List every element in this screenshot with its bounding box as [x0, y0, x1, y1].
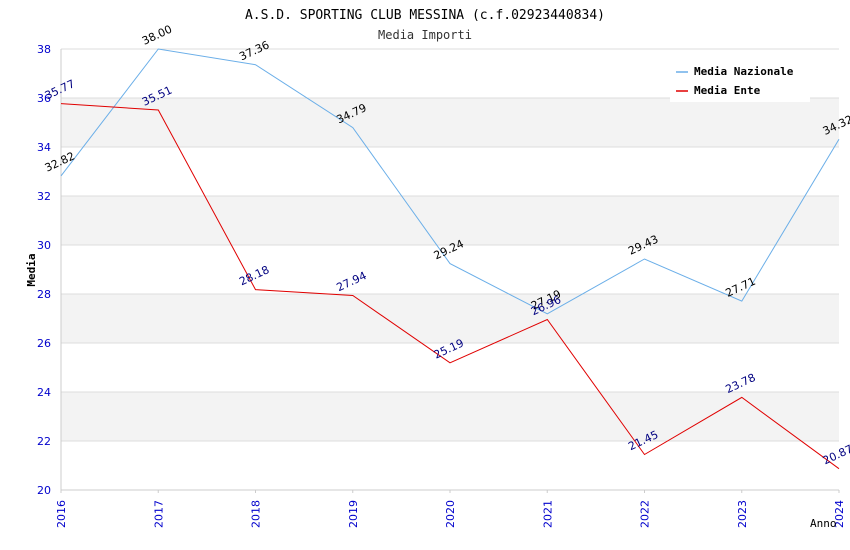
y-tick-label: 34	[37, 141, 51, 154]
x-tick-label: 2023	[736, 500, 749, 528]
legend: Media Nazionale Media Ente	[670, 60, 810, 102]
axes	[60, 49, 840, 493]
x-tick-labels: 2016 2017 2018 2019 2020 2021 2022 2023 2024	[55, 500, 846, 528]
data-label: 38.00	[140, 23, 174, 48]
y-tick-label: 36	[37, 92, 51, 105]
grid-lines	[61, 48, 839, 491]
plot-band	[61, 98, 839, 147]
plot-band	[61, 392, 839, 441]
y-axis-label: Media	[25, 253, 38, 286]
x-tick-label: 2020	[444, 500, 457, 528]
chart-subtitle: Media Importi	[378, 28, 472, 42]
x-tick-label: 2024	[833, 500, 846, 528]
x-tick-label: 2016	[55, 500, 68, 528]
series-line-media-nazionale	[60, 48, 840, 315]
plot-bands	[61, 98, 839, 441]
y-tick-label: 26	[37, 337, 51, 350]
y-tick-label: 32	[37, 190, 51, 203]
x-axis-label: Anno	[810, 517, 837, 530]
y-tick-labels: 20 22 24 26 28 30 32 34 36 38	[37, 43, 51, 497]
chart-title: A.S.D. SPORTING CLUB MESSINA (c.f.029234…	[245, 8, 605, 23]
y-tick-label: 38	[37, 43, 51, 56]
data-label: 20.87	[821, 442, 850, 467]
y-tick-label: 30	[37, 239, 51, 252]
y-tick-label: 24	[37, 386, 51, 399]
x-tick-label: 2021	[541, 500, 554, 528]
x-tick-label: 2017	[152, 500, 165, 528]
series-line-media-ente	[60, 103, 840, 470]
legend-box	[670, 60, 810, 102]
plot-band	[61, 294, 839, 343]
x-tick-label: 2022	[639, 500, 652, 528]
data-label: 28.18	[237, 263, 271, 288]
data-label: 27.94	[335, 269, 369, 294]
legend-label-media-ente: Media Ente	[694, 84, 761, 97]
y-tick-label: 22	[37, 435, 51, 448]
y-tick-label: 20	[37, 484, 51, 497]
y-tick-label: 28	[37, 288, 51, 301]
x-tick-label: 2018	[250, 500, 263, 528]
x-tick-label: 2019	[347, 500, 360, 528]
series-lines	[60, 48, 840, 470]
data-label: 37.36	[237, 38, 271, 63]
legend-label-media-nazionale: Media Nazionale	[694, 65, 794, 78]
plot-band	[61, 196, 839, 245]
